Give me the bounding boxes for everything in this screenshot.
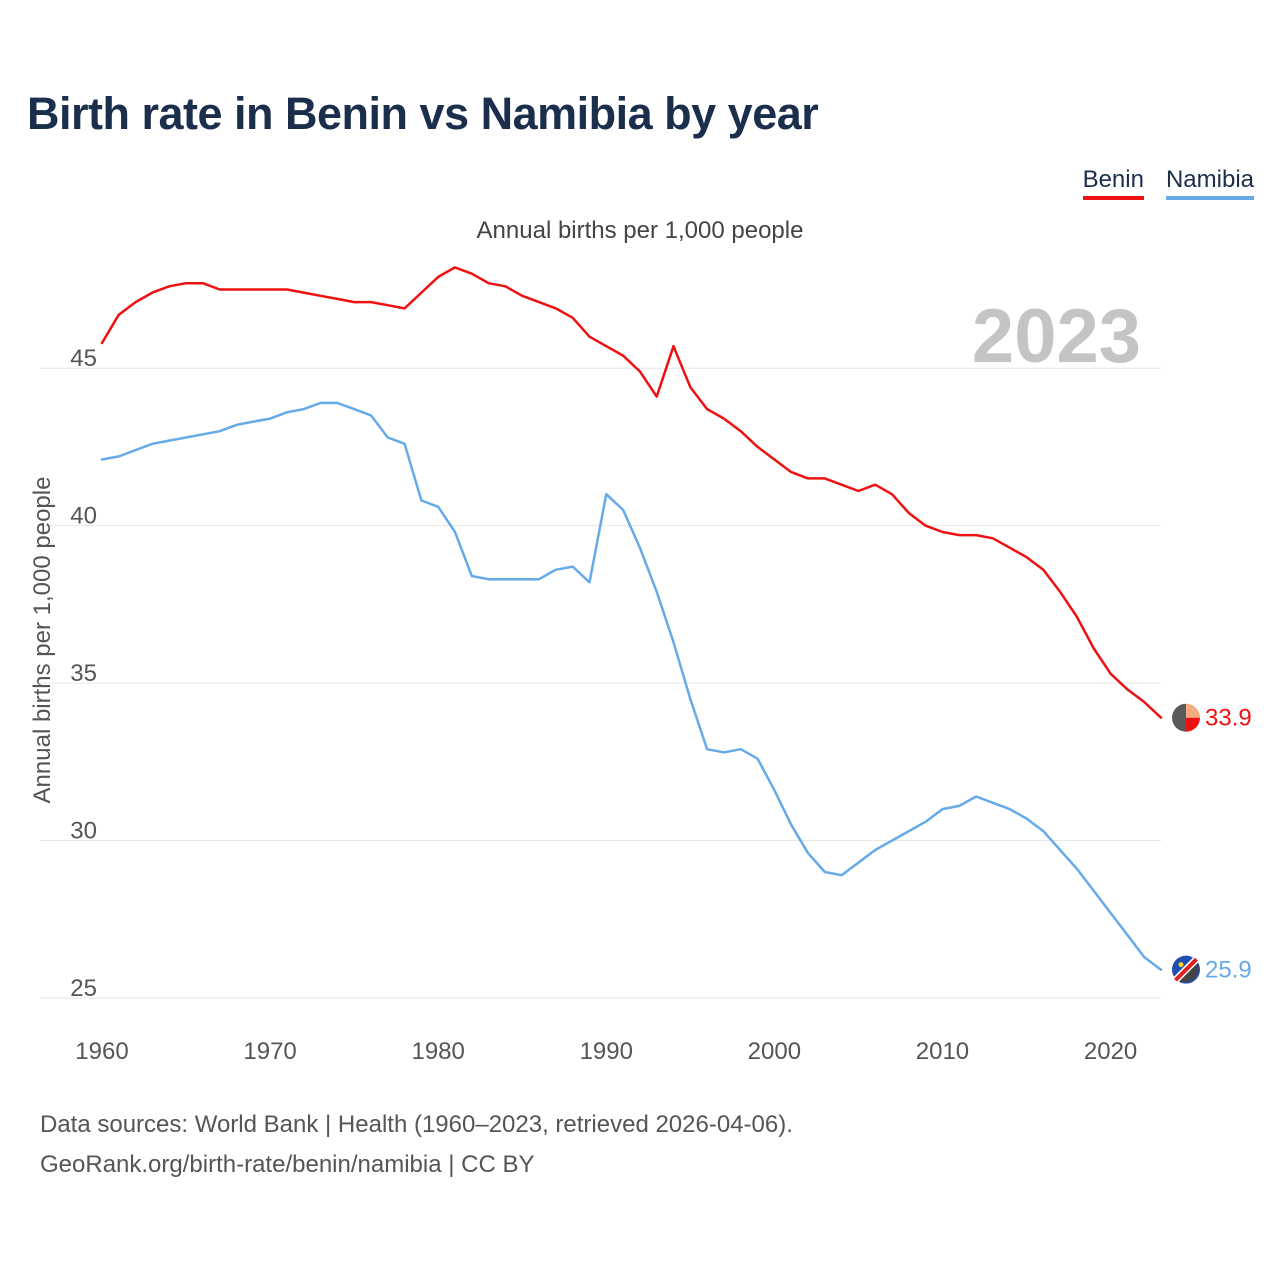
y-axis-title: Annual births per 1,000 people (29, 477, 56, 804)
flag-benin-top (1186, 703, 1200, 718)
footer-attribution[interactable]: GeoRank.org/birth-rate/benin/namibia | C… (40, 1151, 535, 1178)
x-tick-label-1970: 1970 (243, 1038, 296, 1065)
end-value-label-benin: 33.9 (1205, 705, 1252, 732)
y-tick-label-45: 45 (70, 345, 97, 372)
legend: Benin Namibia (1082, 166, 1254, 200)
flag-namibia-icon (1172, 955, 1200, 984)
x-tick-label-2010: 2010 (916, 1038, 969, 1065)
x-tick-label-1990: 1990 (580, 1038, 633, 1065)
year-overlay: 2023 (971, 294, 1141, 379)
flag-benin-icon (1172, 703, 1200, 732)
flag-namibia-sun (1178, 962, 1184, 968)
y-tick-label-30: 30 (70, 818, 97, 845)
series-line-namibia (100, 401, 1163, 971)
x-tick-label-1980: 1980 (411, 1038, 464, 1065)
x-tick-label-2020: 2020 (1084, 1038, 1137, 1065)
legend-item-benin[interactable]: Benin (1082, 166, 1144, 200)
series-line-benin (100, 266, 1163, 719)
y-tick-label-40: 40 (70, 503, 97, 530)
chart-title: Birth rate in Benin vs Namibia by year (27, 88, 819, 139)
legend-item-namibia[interactable]: Namibia (1165, 166, 1254, 200)
footer: Data sources: World Bank | Health (1960–… (40, 1105, 793, 1185)
flag-benin-left (1172, 703, 1186, 732)
footer-sources: Data sources: World Bank | Health (1960–… (40, 1111, 793, 1138)
x-tick-label-2000: 2000 (748, 1038, 801, 1065)
x-tick-label-1960: 1960 (75, 1038, 128, 1065)
end-value-label-namibia: 25.9 (1205, 957, 1252, 984)
y-tick-label-35: 35 (70, 660, 97, 687)
y-tick-label-25: 25 (70, 975, 97, 1002)
flag-benin-bottom (1186, 717, 1200, 732)
chart-subtitle: Annual births per 1,000 people (476, 217, 804, 244)
flag-namibia-stripe-red (1174, 957, 1198, 982)
